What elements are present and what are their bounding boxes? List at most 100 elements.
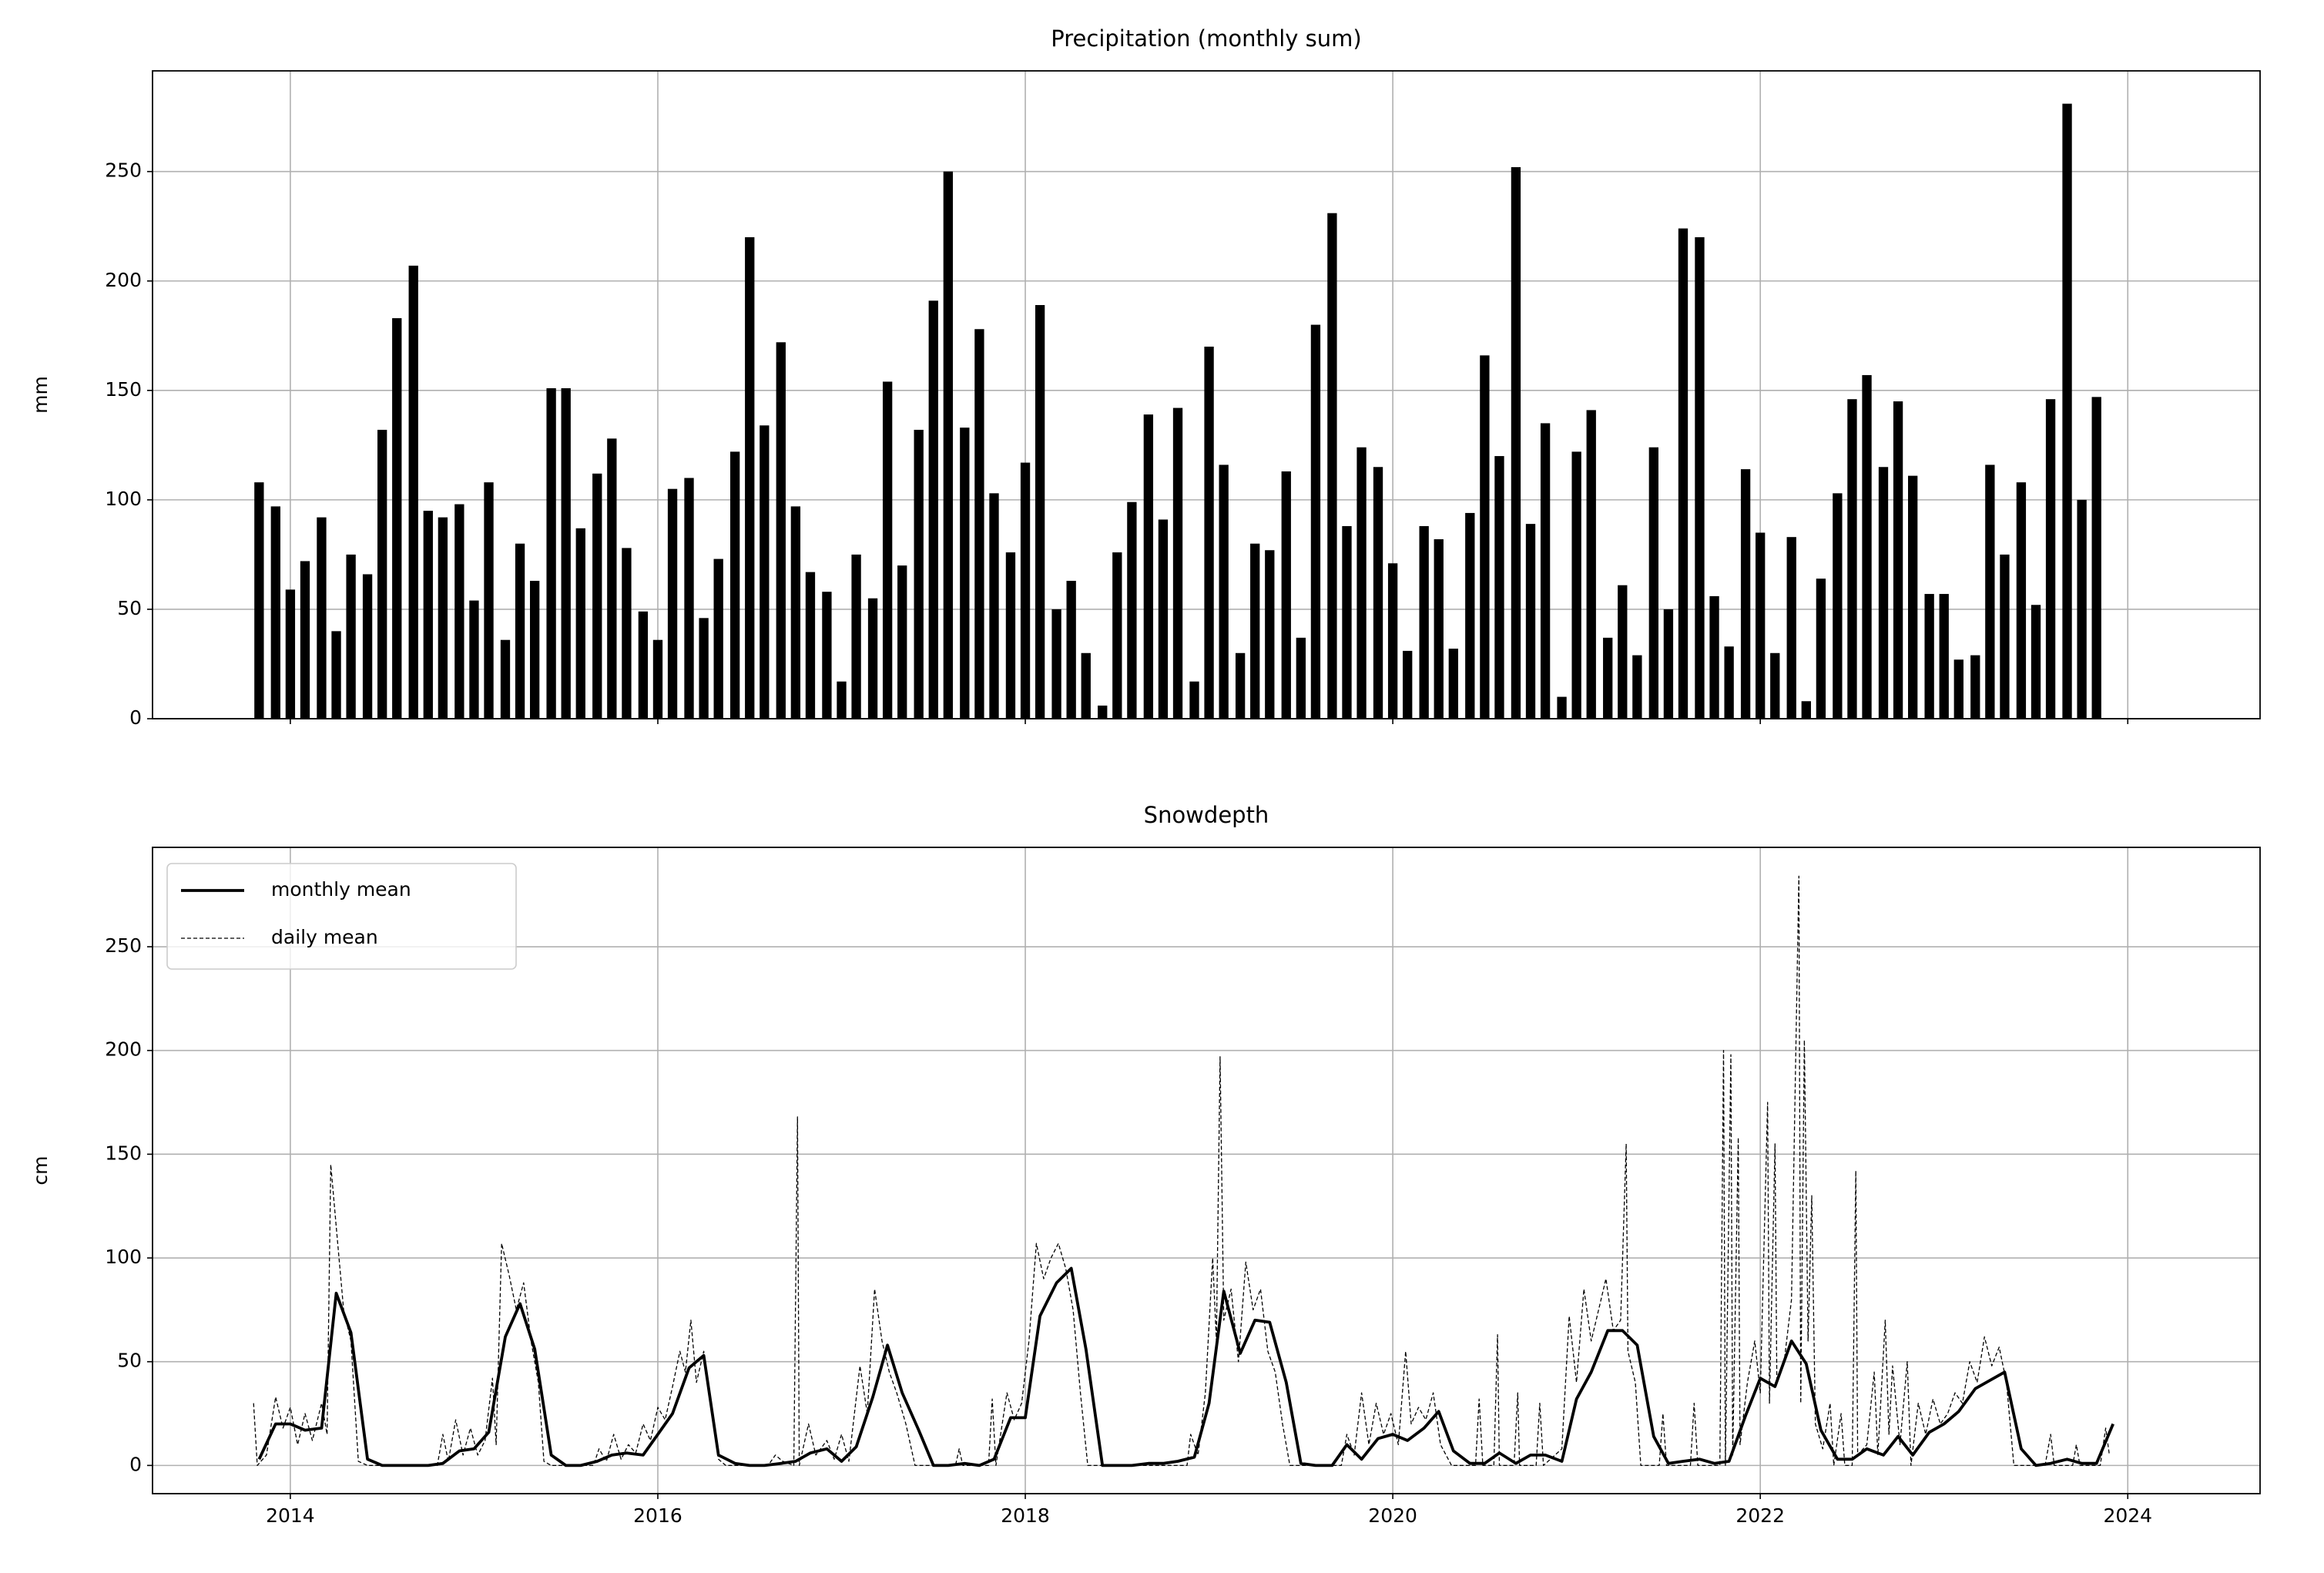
bar xyxy=(2031,605,2041,719)
bar xyxy=(1219,465,1229,719)
bar xyxy=(592,473,602,719)
bar xyxy=(928,300,938,719)
bar xyxy=(1816,579,1826,719)
bar xyxy=(1740,469,1751,719)
bar xyxy=(667,488,678,719)
bar xyxy=(285,589,296,719)
bar xyxy=(1632,655,1642,719)
bar xyxy=(331,631,341,719)
bar xyxy=(914,429,924,719)
bar xyxy=(729,451,740,719)
bar xyxy=(822,592,832,719)
bar xyxy=(1540,423,1551,719)
bar xyxy=(1893,401,1903,719)
y-tick-label: 100 xyxy=(105,488,142,510)
bar xyxy=(1709,595,1719,719)
bar xyxy=(1939,594,1949,719)
bar xyxy=(1066,581,1076,719)
bar xyxy=(529,581,540,719)
bar xyxy=(867,598,878,719)
x-tick-label: 2022 xyxy=(1735,1504,1785,1527)
bar xyxy=(607,438,617,719)
bar xyxy=(974,329,984,719)
bar xyxy=(546,387,556,719)
bar xyxy=(1862,374,1872,719)
subplot: Precipitation (monthly sum) mm 0 50 100 150 20… xyxy=(29,25,2261,729)
bar xyxy=(897,565,907,719)
x-tick-label: 2016 xyxy=(633,1504,682,1527)
bar xyxy=(2000,554,2010,719)
bar xyxy=(1403,650,1413,719)
bar xyxy=(837,681,847,719)
bar xyxy=(1511,167,1521,719)
bar xyxy=(408,265,418,719)
bar xyxy=(484,482,494,719)
bar xyxy=(1618,585,1628,719)
bar xyxy=(377,429,387,719)
bar xyxy=(1586,410,1596,719)
y-tick-label: 250 xyxy=(105,934,142,957)
bar xyxy=(1448,649,1458,719)
bar xyxy=(1112,552,1122,719)
bar xyxy=(300,561,310,719)
bar xyxy=(1281,471,1291,719)
bar xyxy=(1005,552,1016,719)
bar xyxy=(2091,397,2101,719)
bar xyxy=(270,506,280,719)
y-tick-label: 100 xyxy=(105,1246,142,1268)
bar xyxy=(500,639,511,719)
bar xyxy=(1833,493,1843,719)
y-tick-label: 200 xyxy=(105,269,142,291)
bar xyxy=(1648,447,1658,719)
bar xyxy=(1098,705,1108,719)
bar xyxy=(1235,652,1246,719)
bar xyxy=(1310,324,1321,719)
legend-label: daily mean xyxy=(271,926,378,948)
bar xyxy=(790,506,801,719)
axes-frame xyxy=(152,847,2261,1494)
bar xyxy=(1970,655,1980,719)
daily-line xyxy=(253,875,2111,1467)
bar xyxy=(1847,399,1857,719)
legend: monthly mean daily mean xyxy=(166,863,517,970)
bar xyxy=(1158,519,1169,719)
bar xyxy=(1342,525,1352,719)
bar xyxy=(1296,637,1306,719)
y-tick-label: 200 xyxy=(105,1038,142,1061)
bar xyxy=(1603,637,1613,719)
bar xyxy=(1127,501,1137,719)
bar xyxy=(2016,482,2027,719)
bar xyxy=(254,482,264,719)
chart-title: Precipitation (monthly sum) xyxy=(1051,25,1361,52)
bar xyxy=(1571,451,1581,719)
bar xyxy=(1465,512,1475,719)
bar xyxy=(1480,355,1490,719)
chart-title: Snowdepth xyxy=(1144,802,1269,828)
bar xyxy=(454,504,464,719)
bar xyxy=(1250,543,1260,719)
bar xyxy=(2077,499,2087,719)
y-tick-label: 150 xyxy=(105,378,142,401)
bar xyxy=(1357,447,1367,719)
bar xyxy=(1327,213,1337,719)
bar xyxy=(1953,659,1963,719)
x-tick-label: 2020 xyxy=(1368,1504,1417,1527)
legend-label: monthly mean xyxy=(271,878,411,901)
x-tick-label: 2014 xyxy=(266,1504,315,1527)
bar xyxy=(851,554,861,719)
bar xyxy=(882,381,893,719)
bar xyxy=(2062,103,2072,719)
bar xyxy=(1419,525,1429,719)
bar xyxy=(1035,305,1045,719)
subplot: Snowdepth cm 0 50 100 150 200 250 2014 2016 2018 20… xyxy=(29,802,2261,1527)
bar xyxy=(1020,462,1031,719)
bar xyxy=(1494,456,1504,719)
y-tick-label: 150 xyxy=(105,1142,142,1164)
bar xyxy=(1525,524,1536,719)
bar xyxy=(469,600,479,719)
bar xyxy=(317,517,327,719)
bar xyxy=(1878,467,1889,719)
x-tick-label: 2024 xyxy=(2103,1504,2152,1527)
bar xyxy=(1786,537,1796,719)
